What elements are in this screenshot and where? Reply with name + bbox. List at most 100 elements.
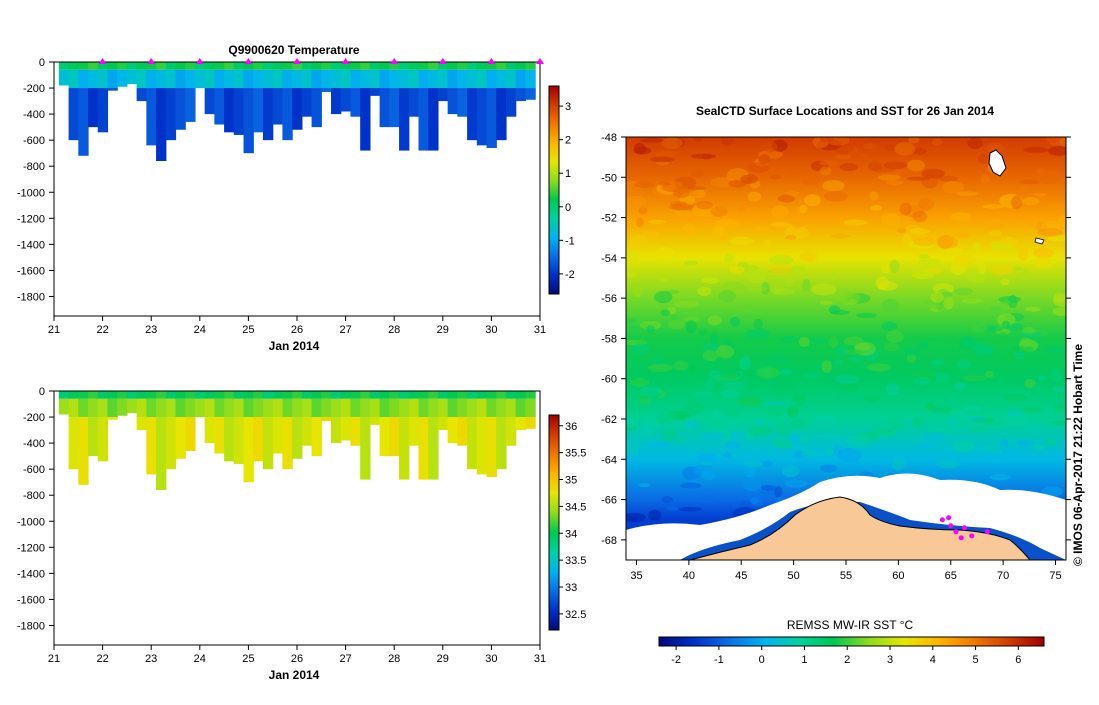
sst-patch [885, 384, 900, 396]
sst-patch [770, 280, 785, 295]
sst-patch [789, 420, 807, 429]
sst-patch [727, 431, 747, 441]
profile-column-mid [457, 69, 468, 89]
profile-column-deep [311, 88, 322, 128]
profile-column-mid [496, 69, 507, 89]
sst-patch [906, 159, 926, 172]
sst-patch [1053, 403, 1066, 413]
profile-column-deep [467, 417, 478, 470]
y-tick-label: -50 [601, 172, 617, 184]
profile-column-mid [321, 398, 332, 418]
sst-patch [674, 209, 694, 218]
sst-patch [870, 205, 883, 211]
sst-patch [661, 137, 683, 149]
sst-patch [647, 363, 674, 372]
sst-patch [834, 374, 859, 384]
sst-patch [1022, 197, 1040, 206]
profile-column-surface [447, 391, 458, 399]
profile-column-mid [399, 398, 410, 418]
profile-column-mid [194, 69, 206, 89]
profile-column-deep [418, 88, 429, 151]
seal-location-marker [961, 525, 967, 531]
sst-patch [833, 437, 850, 446]
x-tick-label: 55 [840, 570, 852, 582]
profile-column-deep [340, 417, 352, 441]
profile-column-deep [408, 88, 420, 117]
profile-column-mid [292, 69, 303, 89]
profile-column-deep [515, 88, 527, 102]
sst-patch [822, 180, 845, 192]
seal-location-marker [946, 515, 952, 521]
sst-patch [749, 497, 760, 505]
y-tick-label: -1800 [17, 620, 45, 632]
sst-patch [856, 312, 877, 319]
sst-patch [977, 260, 986, 275]
sst-patch [740, 137, 762, 141]
sst-patch [626, 250, 639, 265]
sst-patch [763, 239, 772, 248]
sst-patch [756, 367, 780, 379]
profile-column-deep [350, 88, 361, 117]
sst-patch [784, 479, 808, 488]
sst-patch [988, 230, 1002, 237]
sst-patch [631, 343, 651, 355]
sst-patch [1052, 449, 1066, 460]
sst-patch [745, 328, 771, 340]
sst-patch [820, 464, 838, 473]
salinity-x-axis: 21 22 23 24 25 26 27 28 29 30 31 [48, 645, 546, 665]
profile-column-deep [165, 88, 177, 141]
y-tick-label: -62 [601, 414, 617, 426]
profile-marker [195, 58, 204, 64]
sst-patch [950, 212, 971, 222]
profile-column-surface [175, 62, 186, 70]
profile-column-deep [146, 417, 157, 475]
sst-patch [1042, 345, 1066, 355]
sst-patch [947, 416, 959, 427]
salinity-xlabel: Jan 2014 [269, 668, 320, 682]
profile-column-deep [243, 417, 254, 483]
temperature-colorbar-ticks: 3 2 1 0 -1 -2 [559, 101, 575, 281]
seal-location-marker [969, 533, 975, 539]
sst-patch [948, 411, 970, 418]
salinity-colorbar [548, 414, 560, 631]
sst-patch [961, 298, 983, 304]
profile-column-mid [117, 398, 128, 416]
profile-column-surface [97, 62, 109, 70]
profile-column-deep [97, 88, 109, 133]
profile-column-mid [292, 398, 303, 418]
profile-column-deep [505, 417, 517, 446]
sst-patch [716, 345, 735, 359]
sst-patch [1048, 145, 1066, 156]
profile-column-deep [467, 88, 478, 141]
profile-column-surface [88, 62, 99, 70]
y-tick-label: -400 [23, 109, 45, 121]
sst-patch [626, 317, 637, 324]
sst-patch [903, 347, 921, 357]
profile-column-mid [340, 398, 352, 418]
sst-patch [680, 482, 702, 489]
sst-patch [726, 441, 741, 450]
sst-patch [986, 218, 1004, 231]
sst-patch [954, 231, 971, 239]
sst-patch [771, 382, 793, 396]
sst-patch [802, 278, 811, 292]
profile-column-deep [437, 88, 449, 102]
colorbar-tick-label: 4 [930, 654, 936, 666]
sst-patch [906, 176, 930, 181]
profile-column-mid [389, 69, 400, 89]
y-tick-label: -800 [23, 490, 45, 502]
sst-patch [888, 416, 907, 430]
profile-column-mid [379, 398, 390, 418]
sst-patch [771, 205, 789, 219]
colorbar-tick-label: 34 [565, 528, 577, 540]
sst-patch [931, 359, 944, 366]
y-tick-label: -48 [601, 132, 617, 144]
sst-patch [862, 143, 878, 150]
sst-patch [1024, 378, 1036, 389]
profile-column-deep [340, 88, 352, 112]
profile-column-mid [437, 69, 449, 89]
x-tick-label: 24 [194, 324, 206, 336]
profile-column-surface [282, 62, 293, 70]
x-tick-label: 75 [1049, 570, 1061, 582]
profile-column-surface [204, 391, 215, 399]
